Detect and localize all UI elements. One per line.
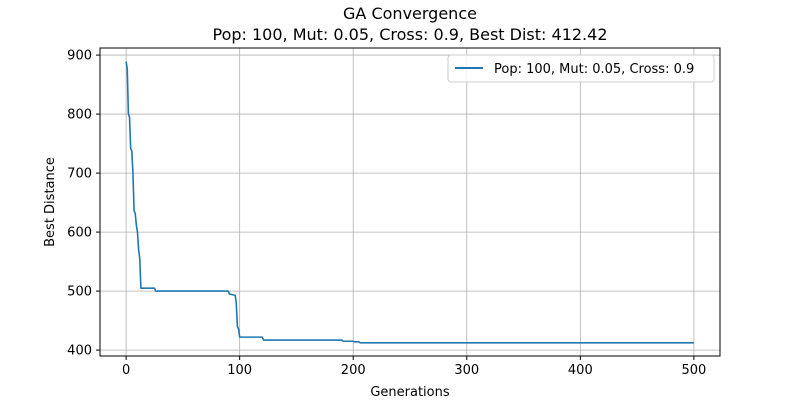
legend: Pop: 100, Mut: 0.05, Cross: 0.9 bbox=[447, 54, 715, 83]
chart-subtitle: Pop: 100, Mut: 0.05, Cross: 0.9, Best Di… bbox=[212, 25, 607, 44]
grid bbox=[100, 48, 720, 356]
x-tick-label: 400 bbox=[568, 363, 593, 378]
y-tick-label: 800 bbox=[67, 108, 92, 123]
x-tick-label: 100 bbox=[227, 363, 252, 378]
x-tick-label: 500 bbox=[681, 363, 706, 378]
x-tick-label: 200 bbox=[341, 363, 366, 378]
y-axis-label: Best Distance bbox=[43, 157, 58, 247]
legend-entry-label: Pop: 100, Mut: 0.05, Cross: 0.9 bbox=[494, 62, 694, 77]
x-axis-label: Generations bbox=[370, 385, 450, 400]
plot-frame bbox=[99, 47, 721, 357]
y-tick-label: 500 bbox=[67, 285, 92, 300]
x-tick-label: 300 bbox=[454, 363, 479, 378]
series-lines bbox=[125, 61, 694, 344]
y-tick-label: 400 bbox=[67, 344, 92, 359]
y-tick-label: 900 bbox=[67, 49, 92, 64]
x-tick-label: 0 bbox=[122, 363, 130, 378]
y-tick-label: 700 bbox=[67, 167, 92, 182]
legend-box bbox=[447, 54, 715, 83]
series-line-0 bbox=[125, 61, 694, 344]
chart-title: GA Convergence bbox=[343, 4, 477, 23]
y-tick-label: 600 bbox=[67, 226, 92, 241]
axis-ticks: 0 100 200 300 400 500 400 500 600 700 800 900 bbox=[67, 49, 706, 378]
